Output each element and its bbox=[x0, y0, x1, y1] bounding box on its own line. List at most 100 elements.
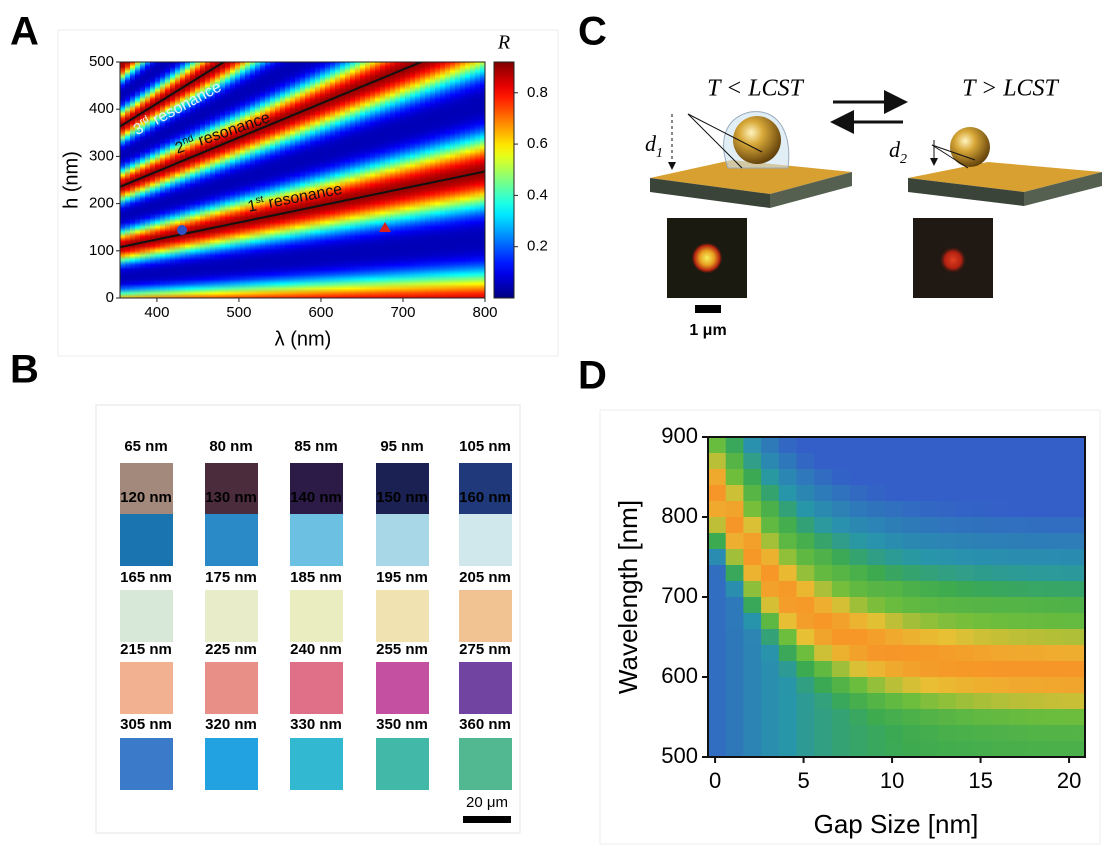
heatmap-column bbox=[290, 62, 296, 298]
heatmap-column bbox=[365, 62, 371, 298]
gap-label: d2 bbox=[889, 137, 907, 167]
heatmap-column bbox=[305, 62, 311, 298]
y-tick-label: 900 bbox=[661, 423, 698, 448]
y-axis-label: h (nm) bbox=[60, 151, 82, 209]
heatmap-column bbox=[325, 62, 331, 298]
y-tick-label: 0 bbox=[106, 289, 114, 306]
heatmap-column bbox=[885, 437, 903, 757]
y-tick-label: 500 bbox=[89, 53, 114, 70]
x-axis-label: Gap Size [nm] bbox=[814, 809, 979, 839]
swatch-label: 320 nm bbox=[205, 716, 257, 733]
scattering-spot bbox=[691, 242, 723, 274]
scale-bar bbox=[463, 816, 511, 823]
y-axis-label: Wavelength [nm] bbox=[613, 500, 643, 694]
heatmap-column bbox=[220, 62, 226, 298]
heatmap-column bbox=[475, 62, 481, 298]
heatmap-column bbox=[355, 62, 361, 298]
heatmap-column bbox=[761, 437, 779, 757]
swatch-label: 165 nm bbox=[120, 569, 172, 586]
swatch-label: 275 nm bbox=[459, 641, 511, 658]
gold-sphere bbox=[733, 116, 781, 164]
swatch-label: 160 nm bbox=[459, 489, 511, 506]
panel-letter: C bbox=[578, 10, 607, 54]
panel-letter: A bbox=[10, 10, 39, 54]
x-tick-label: 5 bbox=[797, 768, 809, 793]
heatmap-column bbox=[140, 62, 146, 298]
x-tick-label: 700 bbox=[390, 304, 415, 321]
heatmap-column bbox=[425, 62, 431, 298]
swatch-label: 120 nm bbox=[120, 489, 172, 506]
heatmap-column bbox=[708, 437, 726, 757]
heatmap-column bbox=[295, 62, 301, 298]
color-swatch bbox=[459, 738, 512, 790]
heatmap-column bbox=[991, 437, 1009, 757]
gold-sphere bbox=[950, 127, 990, 167]
y-tick-label: 500 bbox=[661, 743, 698, 768]
marker-dot bbox=[177, 225, 187, 235]
swatch-label: 350 nm bbox=[376, 716, 428, 733]
heatmap-column bbox=[155, 62, 161, 298]
color-swatch bbox=[290, 590, 343, 642]
swatch-label: 215 nm bbox=[120, 641, 172, 658]
heatmap-column bbox=[320, 62, 326, 298]
colorbar-tick-label: 0.8 bbox=[527, 84, 548, 101]
heatmap-column bbox=[125, 62, 131, 298]
color-swatch bbox=[205, 590, 258, 642]
scale-bar bbox=[695, 305, 721, 313]
swatch-label: 150 nm bbox=[376, 489, 428, 506]
heatmap-column bbox=[1009, 437, 1027, 757]
colorbar: 0.20.40.60.8 bbox=[494, 62, 548, 298]
x-tick-label: 15 bbox=[968, 768, 992, 793]
heatmap-column bbox=[973, 437, 991, 757]
heatmap-column bbox=[270, 62, 276, 298]
heatmap-column bbox=[160, 62, 166, 298]
color-swatch bbox=[120, 514, 173, 566]
heatmap-column bbox=[903, 437, 921, 757]
swatch-label: 195 nm bbox=[376, 569, 428, 586]
color-swatch bbox=[376, 514, 429, 566]
heatmap bbox=[708, 437, 1086, 757]
swatch-label: 105 nm bbox=[459, 438, 511, 455]
color-swatch bbox=[290, 514, 343, 566]
panel-letter: B bbox=[10, 348, 39, 392]
figure: A B C D 0.20.40.60.8 R λ (nm) h (nm) 3rd… bbox=[0, 0, 1108, 846]
heatmap-column bbox=[385, 62, 391, 298]
color-swatch bbox=[205, 662, 258, 714]
heatmap-column bbox=[420, 62, 426, 298]
heatmap-column bbox=[240, 62, 246, 298]
heatmap-column bbox=[340, 62, 346, 298]
color-swatch bbox=[376, 590, 429, 642]
heatmap-column bbox=[145, 62, 151, 298]
heatmap-column bbox=[310, 62, 316, 298]
heatmap-column bbox=[395, 62, 401, 298]
heatmap-column bbox=[255, 62, 261, 298]
heatmap-column bbox=[345, 62, 351, 298]
color-swatch bbox=[205, 514, 258, 566]
heatmap-column bbox=[300, 62, 306, 298]
y-tick-label: 200 bbox=[89, 195, 114, 212]
heatmap-column bbox=[796, 437, 814, 757]
swatch-label: 130 nm bbox=[205, 489, 257, 506]
x-tick-label: 800 bbox=[472, 304, 497, 321]
page: A B C D 0.20.40.60.8 R λ (nm) h (nm) 3rd… bbox=[0, 0, 1108, 846]
swatch-label: 225 nm bbox=[205, 641, 257, 658]
x-tick-label: 20 bbox=[1057, 768, 1081, 793]
colorbar-label: R bbox=[497, 32, 510, 54]
x-tick-label: 10 bbox=[880, 768, 904, 793]
heatmap-column bbox=[245, 62, 251, 298]
heatmap-column bbox=[230, 62, 236, 298]
color-swatch bbox=[205, 738, 258, 790]
gap-label: d1 bbox=[645, 131, 663, 161]
heatmap-column bbox=[265, 62, 271, 298]
heatmap-column bbox=[415, 62, 421, 298]
scale-bar-label: 20 μm bbox=[466, 794, 508, 811]
heatmap-column bbox=[150, 62, 156, 298]
x-tick-label: 400 bbox=[144, 304, 169, 321]
x-tick-label: 600 bbox=[308, 304, 333, 321]
heatmap-column bbox=[1062, 437, 1080, 757]
swatch-label: 185 nm bbox=[290, 569, 342, 586]
heatmap-column bbox=[410, 62, 416, 298]
heatmap-column bbox=[832, 437, 850, 757]
swatch-label: 85 nm bbox=[294, 438, 337, 455]
swatch-label: 140 nm bbox=[290, 489, 342, 506]
